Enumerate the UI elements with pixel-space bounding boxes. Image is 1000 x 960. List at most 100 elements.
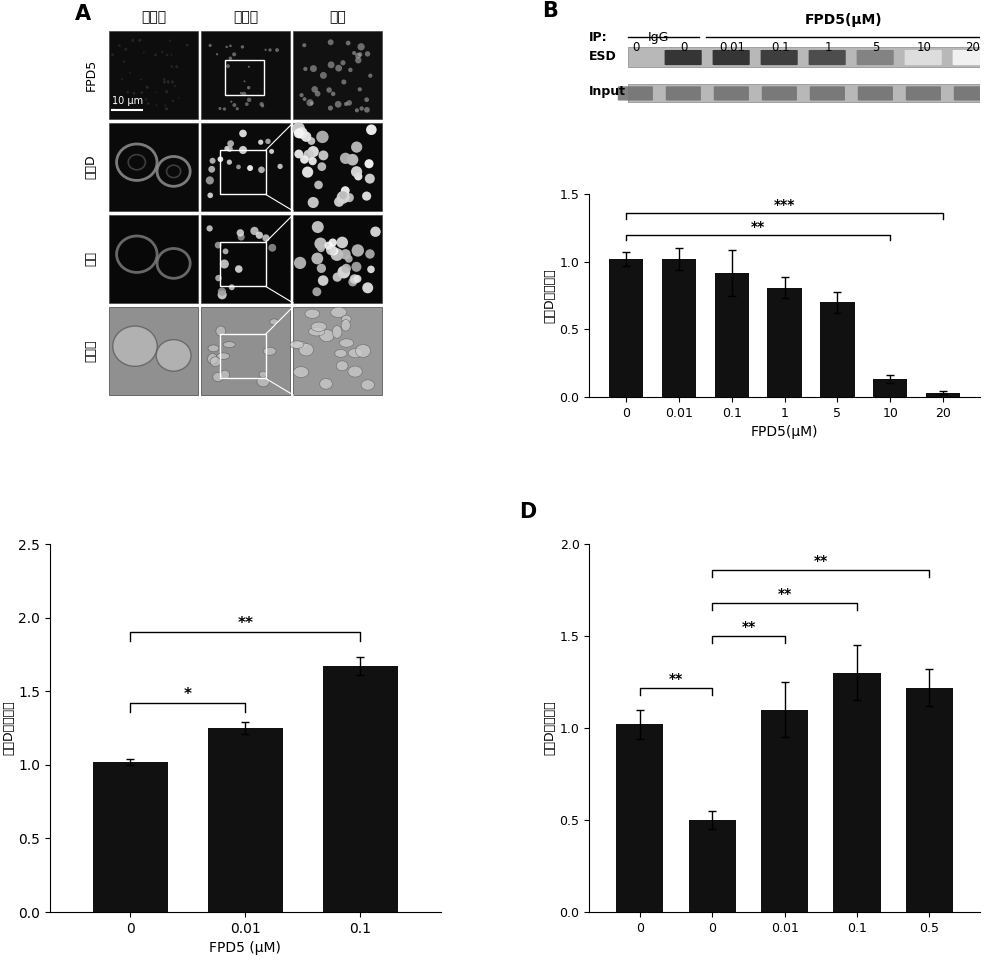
Ellipse shape [208,345,219,351]
Circle shape [341,80,346,84]
Circle shape [300,156,309,164]
Text: 10 μm: 10 μm [112,96,143,107]
Circle shape [294,150,303,158]
Y-axis label: 处琒24小时后
酵酶D相对活性: 处琒24小时后 酵酶D相对活性 [0,701,16,756]
Circle shape [337,266,350,278]
Circle shape [294,129,304,138]
Circle shape [365,51,370,57]
Bar [628,84,980,103]
Circle shape [340,60,346,65]
Circle shape [171,81,174,84]
Circle shape [351,141,362,153]
Circle shape [218,287,226,296]
Text: 处理组: 处理组 [233,11,258,24]
Ellipse shape [305,309,320,319]
FancyBboxPatch shape [954,86,989,101]
Circle shape [296,127,308,139]
Circle shape [317,264,326,273]
Ellipse shape [293,342,307,349]
Text: ***: *** [774,198,795,212]
Circle shape [247,86,250,89]
Circle shape [269,149,274,154]
Ellipse shape [309,327,325,336]
Circle shape [208,166,215,173]
Circle shape [299,93,304,97]
Circle shape [241,45,244,49]
Circle shape [121,78,123,80]
Circle shape [236,108,239,110]
Circle shape [164,105,166,107]
Circle shape [362,191,371,201]
Circle shape [294,256,306,269]
Text: D: D [519,502,536,522]
Ellipse shape [336,361,348,371]
Circle shape [358,87,362,91]
Bar [293,31,382,119]
Circle shape [229,44,232,47]
Circle shape [308,157,317,165]
Circle shape [311,86,318,92]
Circle shape [303,97,306,101]
Circle shape [347,154,358,165]
Circle shape [352,244,364,256]
Circle shape [364,107,370,112]
Text: **: ** [669,672,683,685]
Circle shape [154,54,157,57]
Text: 放大: 放大 [329,11,346,24]
Circle shape [326,87,332,93]
Circle shape [336,237,348,249]
Circle shape [227,140,234,147]
Circle shape [239,146,247,154]
Text: 酵酶D: 酵酶D [84,155,97,180]
Circle shape [114,103,117,106]
Bar [873,379,907,396]
Ellipse shape [339,339,354,348]
Circle shape [223,249,228,254]
Circle shape [314,237,327,250]
Circle shape [140,91,143,94]
Circle shape [258,139,263,145]
Bar [109,123,198,211]
Circle shape [155,91,156,93]
Circle shape [163,78,166,81]
Circle shape [368,74,372,78]
Circle shape [248,65,250,68]
Circle shape [178,97,180,99]
Circle shape [250,227,259,235]
Circle shape [165,108,168,110]
Text: A: A [75,4,91,24]
Circle shape [124,48,127,51]
Circle shape [167,81,170,84]
Text: **: ** [741,620,756,635]
Ellipse shape [348,366,362,377]
Circle shape [258,166,265,173]
Circle shape [220,259,229,269]
Circle shape [225,46,228,48]
Circle shape [306,99,314,107]
Bar [689,820,736,912]
Bar [220,242,266,286]
Circle shape [227,159,232,165]
Circle shape [308,146,319,157]
Bar [109,215,198,303]
Circle shape [362,282,373,294]
Circle shape [229,284,235,290]
Circle shape [174,84,176,87]
Text: 0.01: 0.01 [719,40,745,54]
Ellipse shape [361,380,374,390]
Circle shape [314,180,323,189]
Ellipse shape [293,367,309,377]
Ellipse shape [156,340,191,372]
Circle shape [307,137,315,145]
Circle shape [359,107,364,110]
Bar [220,334,266,378]
Circle shape [210,157,216,164]
Ellipse shape [311,323,327,331]
Circle shape [165,90,168,93]
FancyBboxPatch shape [953,50,990,65]
Circle shape [351,262,361,272]
Circle shape [301,132,311,142]
Circle shape [335,64,342,72]
Circle shape [277,164,283,169]
Circle shape [324,242,332,250]
